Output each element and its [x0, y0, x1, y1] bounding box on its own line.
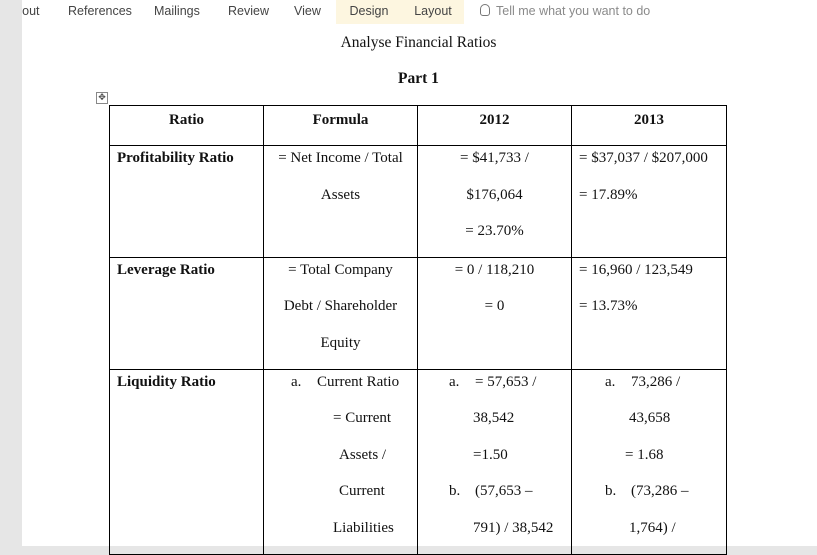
leverage-2013[interactable]: = 16,960 / 123,549 = 13.73% — [571, 256, 727, 370]
tab-references[interactable]: References — [68, 4, 132, 18]
liquidity-formula[interactable]: a. Current Ratio = Current Assets / Curre… — [263, 368, 418, 555]
table-row: Profitability Ratio = Net Income / Total… — [109, 145, 727, 258]
tell-me-search[interactable]: Tell me what you want to do — [480, 0, 650, 24]
profitability-2012[interactable]: = $41,733 / $176,064 = 23.70% — [417, 145, 572, 258]
list-marker: b. — [605, 483, 617, 500]
tab-table-design[interactable]: Design — [336, 0, 402, 24]
tell-me-text: Tell me what you want to do — [496, 4, 651, 18]
tab-table-layout[interactable]: Layout — [402, 0, 464, 24]
table-move-handle-icon[interactable]: ✥ — [96, 92, 108, 104]
list-marker: a. — [291, 373, 302, 390]
profitability-2013[interactable]: = $37,037 / $207,000 = 17.89% — [571, 145, 727, 258]
ribbon: Layout References Mailings Review View D… — [0, 0, 817, 25]
table-header-row: Ratio Formula 2012 2013 — [109, 105, 727, 146]
tab-mailings[interactable]: Mailings — [154, 4, 200, 18]
part-heading: Part 1 — [398, 70, 439, 87]
row-label-liquidity[interactable]: Liquidity Ratio — [109, 368, 264, 555]
list-marker: a. — [449, 373, 460, 390]
lightbulb-icon — [480, 4, 490, 16]
header-formula: Formula — [263, 105, 418, 146]
liquidity-2012[interactable]: a. = 57,653 / 38,542 =1.50 b. (57,653 – 79… — [417, 368, 572, 555]
header-2012: 2012 — [417, 105, 572, 146]
header-2013: 2013 — [571, 105, 727, 146]
list-marker: b. — [449, 483, 461, 500]
list-marker: a. — [605, 373, 616, 390]
tab-view[interactable]: View — [294, 4, 321, 18]
canvas-margin — [0, 0, 22, 546]
profitability-formula[interactable]: = Net Income / Total Assets — [263, 145, 418, 258]
row-label-leverage[interactable]: Leverage Ratio — [109, 256, 264, 370]
document-title: Analyse Financial Ratios — [340, 34, 497, 51]
table-row: Leverage Ratio = Total Company Debt / Sh… — [109, 256, 727, 370]
header-ratio: Ratio — [109, 105, 264, 146]
liquidity-2013[interactable]: a. 73,286 / 43,658 = 1.68 b. (73,286 – 1,7… — [571, 368, 727, 555]
ratios-table: Ratio Formula 2012 2013 Profitability Ra… — [109, 105, 727, 555]
leverage-2012[interactable]: = 0 / 118,210 = 0 — [417, 256, 572, 370]
leverage-formula[interactable]: = Total Company Debt / Shareholder Equit… — [263, 256, 418, 370]
table-row: Liquidity Ratio a. Current Ratio = Curren… — [109, 368, 727, 555]
tab-review[interactable]: Review — [228, 4, 269, 18]
row-label-profitability[interactable]: Profitability Ratio — [109, 145, 264, 258]
